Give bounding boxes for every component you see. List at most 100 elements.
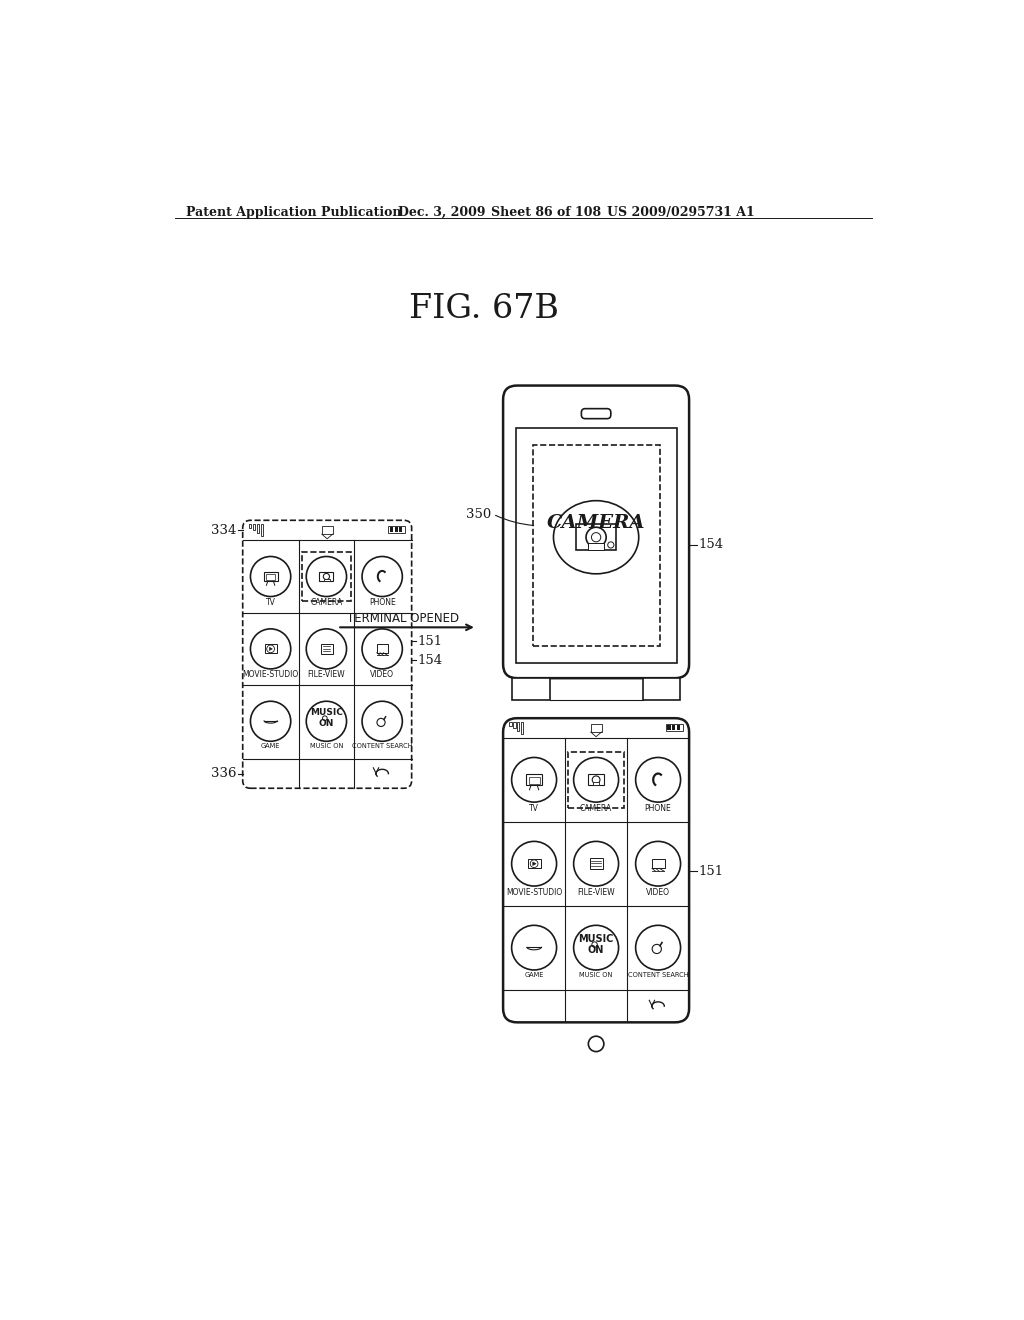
Circle shape [573, 841, 618, 886]
Bar [521, 722, 523, 734]
Text: TV: TV [529, 804, 539, 813]
Text: US 2009/0295731 A1: US 2009/0295731 A1 [607, 206, 755, 219]
Bar [512, 678, 550, 700]
Text: 336: 336 [211, 767, 237, 780]
Bar [249, 524, 251, 528]
Circle shape [323, 715, 328, 721]
Bar [591, 725, 601, 733]
Circle shape [306, 701, 346, 742]
FancyBboxPatch shape [582, 409, 611, 418]
Text: PHONE: PHONE [645, 804, 672, 813]
Bar [652, 859, 665, 869]
Circle shape [636, 841, 681, 886]
Text: CONTENT SEARCH: CONTENT SEARCH [352, 743, 413, 748]
Circle shape [573, 925, 618, 970]
Text: MOVIE-STUDIO: MOVIE-STUDIO [506, 887, 562, 896]
Bar [668, 725, 671, 730]
Text: CONTENT SEARCH: CONTENT SEARCH [628, 972, 688, 978]
FancyBboxPatch shape [503, 718, 689, 1022]
Bar [515, 428, 677, 663]
Text: VIDEO: VIDEO [646, 887, 670, 896]
Bar [302, 552, 351, 601]
Circle shape [512, 841, 557, 886]
Text: 334: 334 [211, 524, 237, 537]
Ellipse shape [554, 500, 639, 574]
Text: CAMERA: CAMERA [310, 598, 342, 607]
Circle shape [573, 758, 618, 803]
Text: Sheet 86 of 108: Sheet 86 of 108 [490, 206, 601, 219]
Bar [324, 579, 330, 581]
Text: TV: TV [265, 598, 275, 607]
Bar [260, 524, 263, 536]
Bar [528, 859, 541, 869]
Polygon shape [269, 647, 272, 651]
Text: FILE-VIEW: FILE-VIEW [578, 887, 615, 896]
Text: 151: 151 [418, 635, 443, 648]
Circle shape [324, 573, 330, 579]
Text: GAME: GAME [261, 743, 281, 748]
Bar [321, 644, 333, 653]
Circle shape [512, 925, 557, 970]
FancyBboxPatch shape [503, 385, 689, 678]
Bar [390, 527, 393, 532]
Circle shape [306, 628, 346, 669]
Text: MUSIC ON: MUSIC ON [580, 972, 612, 978]
Bar [589, 775, 604, 785]
Text: MOVIE-STUDIO: MOVIE-STUDIO [243, 671, 299, 680]
Bar [589, 544, 604, 550]
Circle shape [607, 541, 614, 548]
Text: CAMERA: CAMERA [580, 804, 612, 813]
Circle shape [377, 718, 385, 726]
Text: 154: 154 [698, 539, 724, 552]
Bar [590, 858, 603, 869]
FancyBboxPatch shape [243, 520, 412, 788]
Circle shape [251, 557, 291, 597]
Circle shape [512, 758, 557, 803]
Bar [399, 527, 402, 532]
Circle shape [251, 628, 291, 669]
Bar [643, 678, 680, 700]
Circle shape [530, 859, 538, 867]
Circle shape [362, 557, 402, 597]
Bar [513, 722, 515, 729]
Bar [593, 781, 599, 785]
Text: FIG. 67B: FIG. 67B [409, 293, 558, 325]
Bar [266, 574, 275, 581]
Text: FILE-VIEW: FILE-VIEW [307, 671, 345, 680]
Bar [677, 725, 680, 730]
Circle shape [636, 758, 681, 803]
Text: PHONE: PHONE [369, 598, 395, 607]
Circle shape [592, 776, 600, 784]
Polygon shape [532, 862, 537, 866]
Text: MUSIC
ON: MUSIC ON [579, 933, 613, 956]
Circle shape [251, 701, 291, 742]
Text: 151: 151 [698, 865, 724, 878]
Bar [666, 723, 683, 731]
Bar [263, 572, 278, 581]
Bar [532, 445, 659, 645]
Bar [319, 572, 334, 581]
Circle shape [592, 532, 601, 543]
Circle shape [586, 527, 606, 548]
Bar [672, 725, 675, 730]
Circle shape [306, 557, 346, 597]
Text: MUSIC
ON: MUSIC ON [310, 709, 343, 727]
Bar [253, 524, 255, 531]
Bar [526, 775, 542, 785]
Circle shape [266, 645, 274, 653]
Circle shape [592, 942, 597, 948]
Text: 350: 350 [466, 508, 492, 520]
Circle shape [362, 628, 402, 669]
Bar [568, 752, 624, 808]
Text: VIDEO: VIDEO [371, 671, 394, 680]
Bar [575, 524, 616, 550]
Circle shape [362, 701, 402, 742]
Bar [528, 776, 540, 784]
Bar [394, 527, 397, 532]
Bar [377, 644, 388, 653]
Text: MUSIC ON: MUSIC ON [309, 743, 343, 748]
Text: Patent Application Publication: Patent Application Publication [186, 206, 401, 219]
Text: 154: 154 [418, 653, 443, 667]
Circle shape [589, 1036, 604, 1052]
Text: CAMERA: CAMERA [547, 515, 645, 532]
